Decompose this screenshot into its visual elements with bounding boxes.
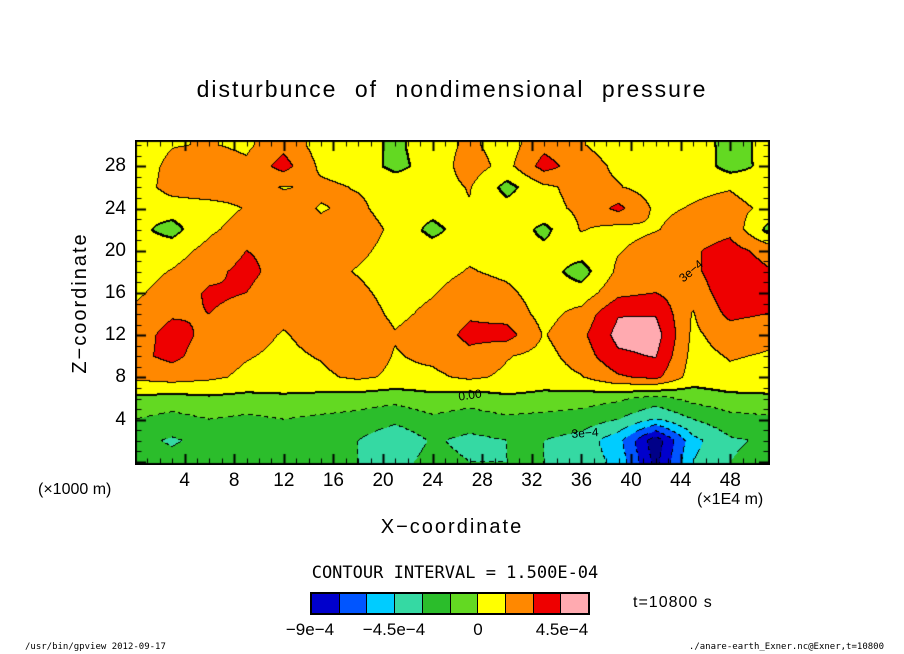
- colorbar-tick-label: 4.5e−4: [535, 620, 589, 639]
- colorbar-segment: [450, 594, 479, 613]
- contour-interval-label: CONTOUR INTERVAL = 1.500E-04: [311, 563, 599, 583]
- colorbar: [310, 592, 590, 615]
- z-tick-label: 4: [115, 408, 126, 430]
- x-tick-label: 44: [670, 470, 692, 491]
- colorbar-segment: [422, 594, 451, 613]
- x-tick-label: 4: [179, 470, 190, 491]
- plot-title: disturbunce of nondimensional pressure: [196, 76, 708, 102]
- colorbar-segment: [312, 594, 340, 613]
- time-label: t=10800 s: [633, 594, 713, 611]
- colorbar-segment: [339, 594, 368, 613]
- x-tick-label: 32: [521, 470, 543, 491]
- x-tick-label: 36: [570, 470, 593, 491]
- x-axis-label: X−coordinate: [380, 516, 524, 538]
- z-tick-label: 8: [115, 366, 126, 388]
- z-tick-label: 24: [104, 197, 126, 219]
- z-tick-label: 28: [104, 155, 126, 177]
- x-tick-label: 12: [273, 470, 295, 491]
- colorbar-segment: [561, 594, 589, 613]
- y-axis-unit-label: (×1000 m): [38, 481, 112, 498]
- z-tick-label: 12: [104, 324, 126, 346]
- colorbar-segment: [533, 594, 562, 613]
- x-tick-label: 48: [719, 470, 741, 491]
- colorbar-tick-label: −4.5e−4: [362, 620, 426, 639]
- colorbar-segment: [367, 594, 396, 613]
- z-tick-label: 16: [104, 282, 126, 303]
- colorbar-tick-label: 0: [473, 620, 483, 639]
- colorbar-segment: [505, 594, 534, 613]
- x-tick-label: 16: [322, 470, 344, 491]
- x-tick-label: 8: [228, 470, 240, 491]
- footer-command-text: /usr/bin/gpview 2012-09-17: [25, 642, 166, 652]
- contour-plot-canvas: [135, 140, 770, 465]
- x-tick-label: 20: [372, 470, 394, 491]
- x-tick-label: 40: [620, 470, 642, 491]
- colorbar-segment: [478, 594, 506, 613]
- x-tick-label: 28: [471, 470, 493, 491]
- x-tick-label: 24: [422, 470, 444, 491]
- footer-datafile-text: ./anare-earth_Exner.nc@Exner,t=10800: [688, 642, 884, 652]
- colorbar-segment: [395, 594, 423, 613]
- x-axis-unit-label: (×1E4 m): [697, 491, 764, 508]
- z-tick-label: 20: [104, 239, 126, 261]
- colorbar-tick-label: −9e−4: [285, 620, 335, 639]
